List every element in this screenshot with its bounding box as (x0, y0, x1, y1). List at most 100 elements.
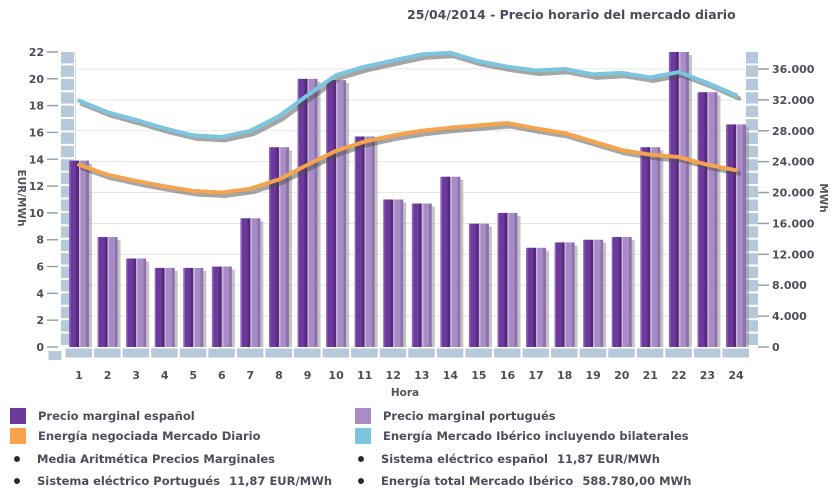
bar-precio-es-h5[interactable] (183, 267, 194, 347)
left-tick-label: 12 (29, 180, 44, 193)
left-axis-band-segment (61, 132, 74, 144)
bar-precio-es-h4[interactable] (154, 267, 165, 347)
x-axis-band-segment (693, 348, 721, 358)
left-axis-band-segment (61, 65, 74, 77)
x-tick-label-24: 24 (728, 369, 744, 382)
x-tick-label-20: 20 (614, 369, 630, 382)
x-tick-label-21: 21 (643, 369, 658, 382)
x-tick-label-10: 10 (328, 369, 344, 382)
swatch-precio-espanol (10, 407, 26, 424)
bar-precio-es-h20[interactable] (611, 237, 622, 347)
bar-precio-pt-h7[interactable] (250, 218, 261, 347)
legend-label-precio-portugues: Precio marginal portugués (383, 408, 556, 423)
bar-precio-pt-h8[interactable] (278, 147, 289, 347)
bar-precio-pt-h3[interactable] (136, 258, 147, 348)
bar-precio-es-h14[interactable] (440, 176, 451, 347)
x-axis-band-segment (65, 348, 92, 358)
bar-precio-pt-h1[interactable] (79, 160, 89, 347)
bar-precio-pt-h18[interactable] (564, 242, 575, 347)
bar-precio-pt-h17[interactable] (536, 247, 547, 347)
left-axis-band-segment (61, 212, 74, 225)
left-axis-band-segment (61, 226, 74, 238)
line-energia-mercado-iberico-shadow (79, 53, 742, 143)
bar-precio-pt-h5[interactable] (193, 267, 204, 347)
right-axis-band-segment (746, 159, 758, 171)
x-axis-band-segment (122, 348, 150, 358)
bar-precio-es-h15[interactable] (468, 223, 479, 347)
bar-precio-pt-h9[interactable] (307, 78, 318, 348)
right-axis-band-segment (746, 199, 758, 211)
left-tick-label: 10 (29, 207, 45, 220)
x-axis-band-segment (522, 348, 550, 358)
bar-precio-es-h16[interactable] (497, 212, 508, 347)
bar-precio-pt-h16[interactable] (507, 212, 518, 347)
bar-precio-es-h7[interactable] (240, 218, 251, 347)
legend-item-energia-negociada[interactable]: Energía negociada Mercado Diario (10, 427, 260, 444)
right-axis-band-segment (746, 279, 758, 292)
x-axis-title: Hora (391, 387, 419, 399)
bar-precio-pt-h20[interactable] (621, 237, 632, 347)
bar-precio-es-h24[interactable] (725, 124, 736, 347)
line-energia-mercado-iberico[interactable] (77, 50, 738, 139)
bar-precio-pt-h11[interactable] (364, 136, 375, 347)
bar-precio-es-h22[interactable] (668, 52, 679, 347)
bar-precio-es-h21[interactable] (640, 147, 651, 347)
bar-precio-es-h3[interactable] (126, 258, 137, 348)
bar-precio-es-h13[interactable] (411, 203, 422, 347)
left-axis-band-segment (61, 78, 74, 91)
bar-precio-pt-h15[interactable] (478, 223, 489, 347)
left-axis-band-segment (61, 186, 74, 198)
x-tick-label-15: 15 (471, 369, 486, 382)
bar-precio-es-h23[interactable] (697, 92, 708, 348)
legend-item-precio-marginal-espanol[interactable]: Precio marginal español (10, 407, 195, 424)
right-axis-band-segment (746, 253, 758, 265)
bar-precio-es-h12[interactable] (383, 199, 394, 348)
bar-precio-es-h9[interactable] (297, 78, 308, 348)
bar-precio-es-h11[interactable] (354, 136, 365, 347)
bar-precio-pt-h10[interactable] (336, 80, 347, 347)
left-axis-band-segment (61, 92, 74, 104)
bar-precio-pt-h24[interactable] (735, 124, 746, 347)
left-tick-label: 20 (29, 73, 45, 86)
x-axis-band-segment (465, 348, 492, 358)
chart-title: 25/04/2014 - Precio horario del mercado … (407, 7, 736, 22)
bar-precio-pt-h22[interactable] (678, 52, 689, 347)
right-axis-band-segment (746, 212, 758, 225)
left-axis-band-segment (61, 52, 74, 64)
swatch-energia-iberico (355, 427, 371, 444)
bar-precio-es-h1[interactable] (69, 160, 79, 347)
bar-precio-es-h18[interactable] (554, 242, 565, 347)
bar-precio-es-h19[interactable] (583, 239, 594, 347)
right-axis-band-segment (746, 266, 758, 278)
bar-precio-pt-h2[interactable] (107, 237, 118, 347)
left-axis-band-segment (61, 320, 74, 332)
x-tick-label-18: 18 (557, 369, 572, 382)
legend-item-precio-marginal-portugues[interactable]: Precio marginal portugués (355, 407, 556, 424)
legend-item-energia-iberico[interactable]: Energía Mercado Ibérico incluyendo bilat… (355, 427, 689, 444)
bar-precio-es-h2[interactable] (97, 237, 108, 347)
left-tick-label: 6 (36, 261, 44, 274)
x-tick-label-3: 3 (132, 369, 140, 382)
x-axis-band-segment (151, 348, 178, 358)
bullet-icon (14, 477, 20, 484)
bar-precio-pt-h14[interactable] (450, 176, 461, 347)
bar-precio-pt-h13[interactable] (421, 203, 432, 347)
x-tick-label-23: 23 (700, 369, 715, 382)
x-axis-band-segment (636, 348, 664, 358)
bar-precio-es-h8[interactable] (268, 147, 279, 347)
bar-precio-es-h17[interactable] (526, 247, 537, 347)
x-axis-band-segment (208, 348, 235, 358)
bar-precio-pt-h21[interactable] (650, 147, 661, 347)
x-axis-band-segment (436, 348, 464, 358)
bar-precio-es-h6[interactable] (211, 266, 222, 347)
bar-precio-pt-h4[interactable] (164, 267, 175, 347)
bar-precio-pt-h6[interactable] (221, 266, 232, 347)
bar-precio-es-h10[interactable] (326, 80, 337, 347)
line-energia-negociada-diario[interactable] (77, 121, 738, 195)
bar-precio-pt-h12[interactable] (393, 199, 404, 348)
right-tick-label: 36.000 (772, 63, 815, 76)
left-tick-label: 16 (29, 126, 45, 139)
bar-precio-pt-h19[interactable] (593, 239, 604, 347)
bar-precio-pt-h23[interactable] (707, 92, 718, 348)
right-axis-band-segment (746, 92, 758, 104)
